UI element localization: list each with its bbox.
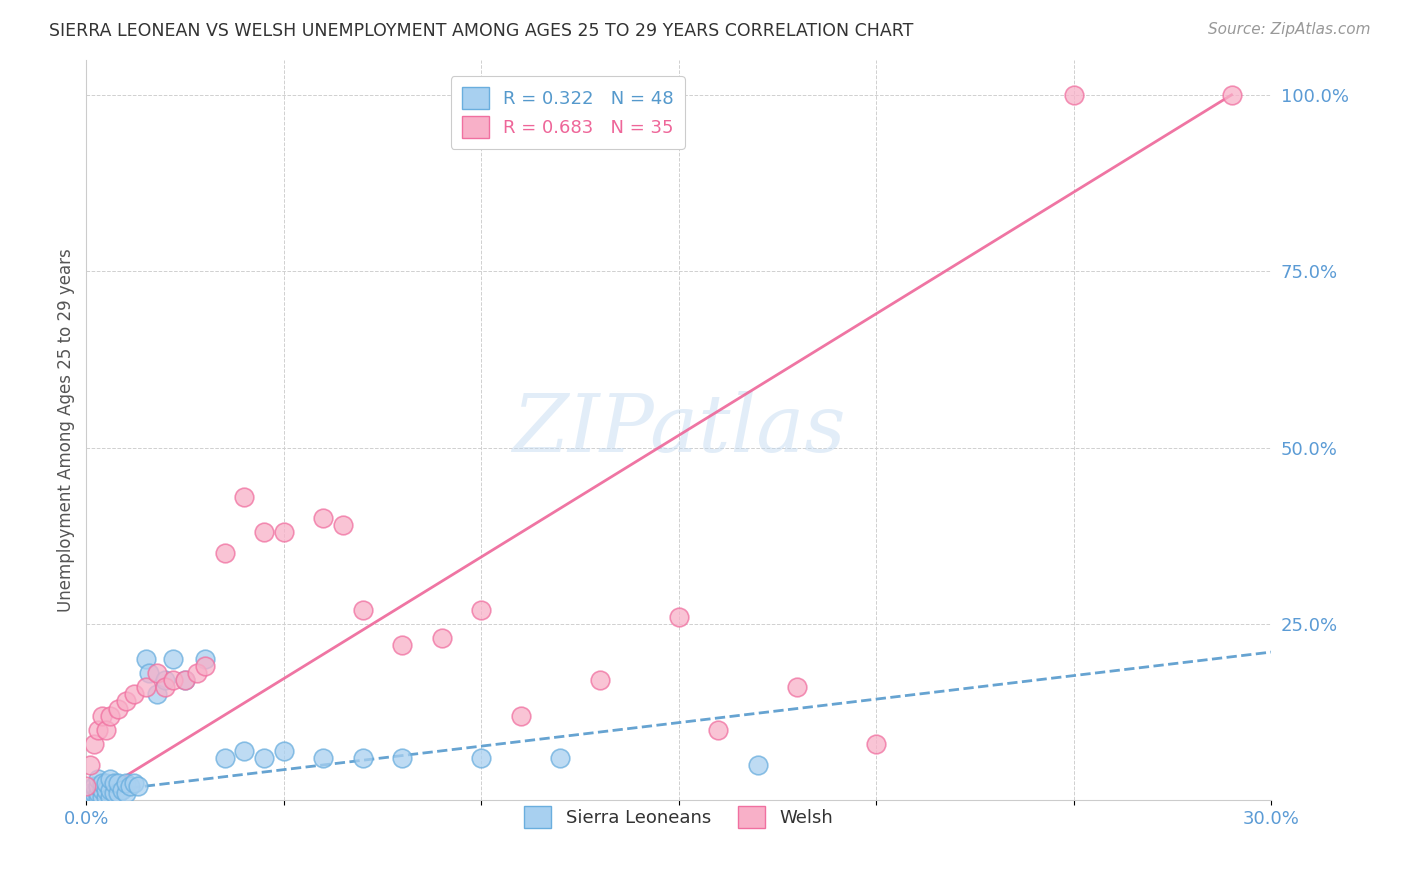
Point <box>79 758 101 772</box>
Point <box>107 701 129 715</box>
Point <box>107 775 129 789</box>
Point <box>94 775 117 789</box>
Point <box>87 789 110 804</box>
Point <box>79 792 101 806</box>
Point <box>174 673 197 688</box>
Point <box>668 610 690 624</box>
Point <box>114 775 136 789</box>
Point <box>87 772 110 786</box>
Point <box>83 786 105 800</box>
Point <box>332 518 354 533</box>
Point <box>1063 87 1085 102</box>
Point <box>75 779 97 793</box>
Text: Source: ZipAtlas.com: Source: ZipAtlas.com <box>1208 22 1371 37</box>
Legend: Sierra Leoneans, Welsh: Sierra Leoneans, Welsh <box>517 799 841 836</box>
Point <box>91 708 114 723</box>
Point <box>174 673 197 688</box>
Point <box>253 525 276 540</box>
Point <box>391 638 413 652</box>
Point <box>233 744 256 758</box>
Point <box>94 723 117 737</box>
Point <box>87 779 110 793</box>
Point <box>83 789 105 804</box>
Point <box>312 751 335 765</box>
Point <box>91 789 114 804</box>
Point <box>146 666 169 681</box>
Point <box>509 708 531 723</box>
Point <box>79 789 101 804</box>
Point <box>146 687 169 701</box>
Text: ZIPatlas: ZIPatlas <box>512 392 845 468</box>
Point <box>233 490 256 504</box>
Point <box>155 673 177 688</box>
Point <box>83 792 105 806</box>
Point <box>138 666 160 681</box>
Point <box>470 751 492 765</box>
Point <box>114 786 136 800</box>
Point <box>273 525 295 540</box>
Point <box>430 631 453 645</box>
Point <box>707 723 730 737</box>
Point <box>98 782 121 797</box>
Point <box>470 603 492 617</box>
Point <box>114 694 136 708</box>
Point <box>98 708 121 723</box>
Y-axis label: Unemployment Among Ages 25 to 29 years: Unemployment Among Ages 25 to 29 years <box>58 248 75 612</box>
Point <box>391 751 413 765</box>
Text: SIERRA LEONEAN VS WELSH UNEMPLOYMENT AMONG AGES 25 TO 29 YEARS CORRELATION CHART: SIERRA LEONEAN VS WELSH UNEMPLOYMENT AMO… <box>49 22 914 40</box>
Point <box>83 779 105 793</box>
Point <box>87 723 110 737</box>
Point <box>352 603 374 617</box>
Point <box>1220 87 1243 102</box>
Point <box>103 775 125 789</box>
Point <box>865 737 887 751</box>
Point <box>94 782 117 797</box>
Point <box>214 751 236 765</box>
Point <box>186 666 208 681</box>
Point <box>118 779 141 793</box>
Point <box>312 511 335 525</box>
Point <box>155 681 177 695</box>
Point <box>127 779 149 793</box>
Point <box>786 681 808 695</box>
Point <box>87 786 110 800</box>
Point <box>194 652 217 666</box>
Point <box>98 772 121 786</box>
Point <box>91 782 114 797</box>
Point <box>83 737 105 751</box>
Point <box>94 789 117 804</box>
Point <box>162 673 184 688</box>
Point <box>122 775 145 789</box>
Point <box>103 786 125 800</box>
Point <box>122 687 145 701</box>
Point <box>79 786 101 800</box>
Point <box>111 782 134 797</box>
Point <box>135 681 157 695</box>
Point <box>352 751 374 765</box>
Point <box>548 751 571 765</box>
Point <box>162 652 184 666</box>
Point <box>75 793 97 807</box>
Point <box>273 744 295 758</box>
Point <box>253 751 276 765</box>
Point <box>91 775 114 789</box>
Point <box>589 673 612 688</box>
Point <box>98 789 121 804</box>
Point <box>135 652 157 666</box>
Point <box>214 546 236 560</box>
Point <box>107 786 129 800</box>
Point <box>194 659 217 673</box>
Point <box>747 758 769 772</box>
